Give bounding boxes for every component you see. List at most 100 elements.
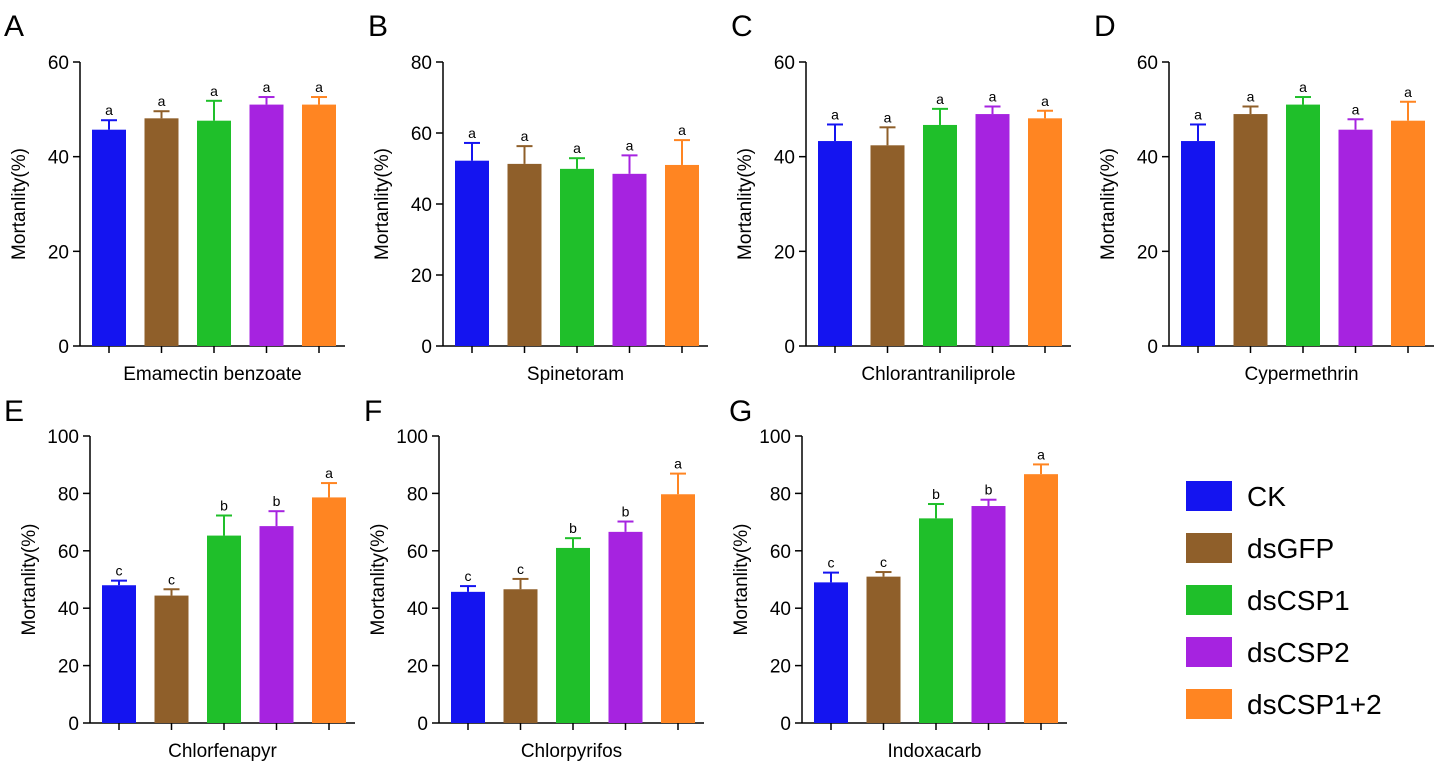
y-tick-label-e-20: 20 (58, 657, 79, 678)
y-tick-label-a-40: 40 (48, 148, 69, 169)
bar-e-dscsp2 (259, 526, 294, 723)
y-tick-label-b-0: 0 (421, 337, 432, 358)
bar-a-dsgfp (144, 118, 179, 347)
sig-label-f-dsgfp: c (517, 561, 524, 577)
bar-e-dscsp1 (207, 535, 241, 723)
x-axis-label-b: Spinetoram (527, 364, 624, 385)
legend-swatch-dscsp1-2 (1186, 689, 1232, 719)
y-tick-label-g-100: 100 (759, 427, 791, 448)
legend-label-dscsp1-2: dsCSP1+2 (1247, 689, 1382, 720)
y-tick-label-e-100: 100 (47, 427, 79, 448)
sig-label-c-dscsp1-2: a (1041, 93, 1049, 109)
y-tick-label-d-40: 40 (1137, 148, 1158, 169)
sig-label-f-ck: c (465, 568, 472, 584)
bar-g-dscsp1-2 (1024, 474, 1058, 723)
bar-c-dscsp1 (923, 124, 957, 346)
sig-label-c-dsgfp: a (884, 109, 892, 125)
sig-label-a-dscsp1-2: a (315, 79, 323, 95)
y-tick-label-d-0: 0 (1147, 337, 1158, 358)
y-tick-label-a-0: 0 (58, 337, 69, 358)
y-tick-label-d-60: 60 (1137, 53, 1158, 74)
sig-label-a-dscsp1: a (210, 83, 218, 99)
legend-label-dsgfp: dsGFP (1247, 533, 1334, 564)
legend-label-dscsp1: dsCSP1 (1247, 585, 1350, 616)
y-tick-label-g-80: 80 (770, 484, 791, 505)
bar-e-ck (102, 585, 136, 723)
bar-c-dscsp2 (975, 114, 1010, 346)
legend-item-dscsp1-2: dsCSP1+2 (1186, 689, 1382, 720)
bar-g-ck (814, 582, 848, 723)
bar-b-dsgfp (507, 163, 542, 346)
legend-swatch-ck (1186, 481, 1232, 511)
y-tick-label-g-20: 20 (770, 657, 791, 678)
legend-swatch-dsgfp (1186, 533, 1232, 563)
bar-f-ck (451, 591, 485, 723)
panel-c: C 0 20 40 60 Mortanlity(%) Chlorantraniliprole… (731, 10, 1071, 385)
bar-b-dscsp2 (612, 173, 647, 346)
y-axis-label-a: Mortanlity(%) (9, 148, 30, 260)
bar-f-dscsp1-2 (661, 494, 695, 723)
panel-letter-b: B (368, 10, 388, 43)
bar-a-dscsp2 (249, 104, 284, 346)
sig-label-b-dsgfp: a (521, 128, 529, 144)
sig-label-e-dscsp2: b (273, 493, 281, 509)
panel-e: E 0 20 40 60 80 100 Mortanlity(%) Chlorfenapyr c c… (4, 395, 355, 762)
bar-d-dscsp1 (1286, 104, 1320, 346)
bar-g-dscsp2 (971, 506, 1006, 723)
bar-b-dscsp1 (560, 168, 594, 346)
bar-f-dsgfp (503, 589, 538, 723)
y-tick-label-g-60: 60 (770, 542, 791, 563)
sig-label-g-dscsp1: b (932, 486, 940, 502)
sig-label-e-ck: c (116, 563, 123, 579)
y-tick-label-c-40: 40 (774, 148, 795, 169)
sig-label-b-dscsp1-2: a (678, 122, 686, 138)
bar-f-dscsp1 (556, 547, 590, 723)
y-tick-label-e-0: 0 (68, 714, 79, 735)
legend-item-dscsp1: dsCSP1 (1186, 585, 1350, 616)
sig-label-a-dscsp2: a (263, 79, 271, 95)
sig-label-e-dscsp1: b (220, 497, 228, 513)
y-tick-label-b-60: 60 (411, 124, 432, 145)
y-axis-label-f: Mortanlity(%) (368, 524, 389, 636)
y-axis-label-b: Mortanlity(%) (372, 148, 393, 260)
x-axis-label-e: Chlorfenapyr (168, 741, 277, 762)
sig-label-c-ck: a (831, 106, 839, 122)
legend-swatch-dscsp2 (1186, 637, 1232, 667)
bar-c-dscsp1-2 (1028, 118, 1062, 347)
bar-g-dscsp1 (919, 518, 953, 723)
y-tick-label-g-0: 0 (780, 714, 791, 735)
legend-item-ck: CK (1186, 481, 1286, 512)
bar-d-ck (1181, 141, 1215, 346)
legend-label-ck: CK (1247, 481, 1286, 512)
bar-d-dscsp1-2 (1391, 120, 1425, 347)
panel-letter-a: A (4, 10, 24, 43)
y-tick-label-f-20: 20 (407, 657, 428, 678)
sig-label-b-dscsp2: a (626, 137, 634, 153)
sig-label-c-dscsp2: a (989, 88, 997, 104)
sig-label-e-dscsp1-2: a (325, 465, 333, 481)
y-tick-label-e-60: 60 (58, 542, 79, 563)
panels: A 0 20 40 60 Mortanlity(%) Emamectin benzoate a… (4, 10, 1434, 762)
y-axis-label-g: Mortanlity(%) (731, 524, 752, 636)
bar-b-ck (455, 160, 489, 346)
y-tick-label-c-20: 20 (774, 242, 795, 263)
bar-e-dsgfp (154, 595, 189, 723)
bar-c-ck (818, 141, 852, 346)
sig-label-a-ck: a (105, 102, 113, 118)
y-axis-label-d: Mortanlity(%) (1098, 148, 1119, 260)
legend-swatch-dscsp1 (1186, 585, 1232, 615)
sig-label-c-dscsp1: a (936, 91, 944, 107)
y-tick-label-b-80: 80 (411, 53, 432, 74)
sig-label-g-dscsp2: b (985, 482, 993, 498)
y-tick-label-d-20: 20 (1137, 242, 1158, 263)
y-tick-label-c-0: 0 (784, 337, 795, 358)
y-axis-label-c: Mortanlity(%) (735, 148, 756, 260)
y-tick-label-a-60: 60 (48, 53, 69, 74)
y-tick-label-c-60: 60 (774, 53, 795, 74)
x-axis-label-g: Indoxacarb (887, 741, 981, 762)
bar-a-dscsp1 (197, 120, 231, 347)
bar-f-dscsp2 (608, 531, 643, 723)
legend-label-dscsp2: dsCSP2 (1247, 637, 1350, 668)
legend-item-dsgfp: dsGFP (1186, 533, 1334, 564)
